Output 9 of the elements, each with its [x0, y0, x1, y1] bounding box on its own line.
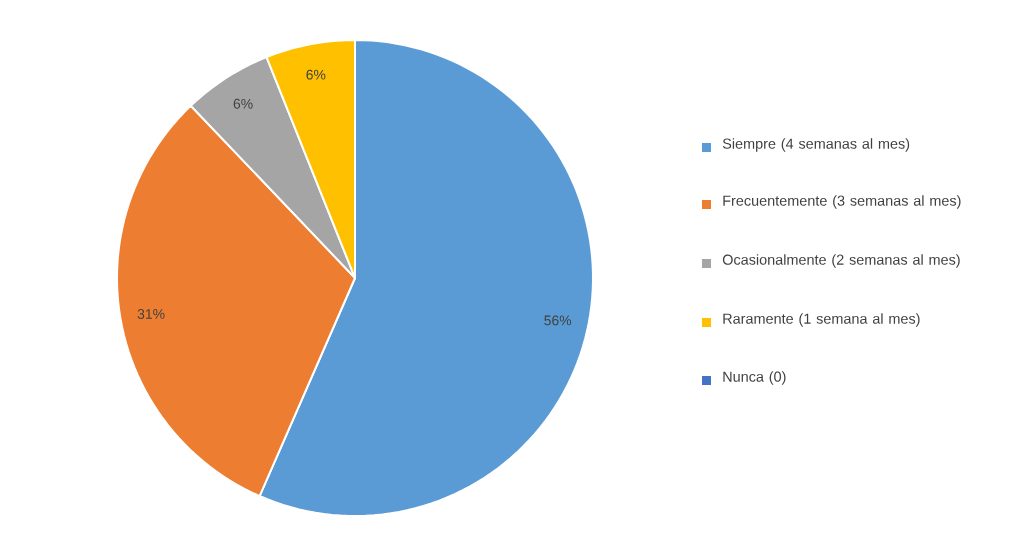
data-label: 31%: [137, 309, 165, 319]
legend-label: Nunca (0): [723, 371, 786, 385]
legend-label: Siempre (4 semanas al mes): [722, 138, 910, 152]
legend-label: Raramente (1 semana al mes): [723, 313, 920, 327]
data-label: 56%: [544, 315, 572, 326]
data-label: 6%: [233, 98, 253, 109]
data-label: 6%: [306, 69, 326, 80]
legend-label: Ocasionalmente (2 semanas al mes): [722, 254, 960, 268]
legend-label: Frecuentemente (3 semanas al mes): [723, 195, 961, 209]
